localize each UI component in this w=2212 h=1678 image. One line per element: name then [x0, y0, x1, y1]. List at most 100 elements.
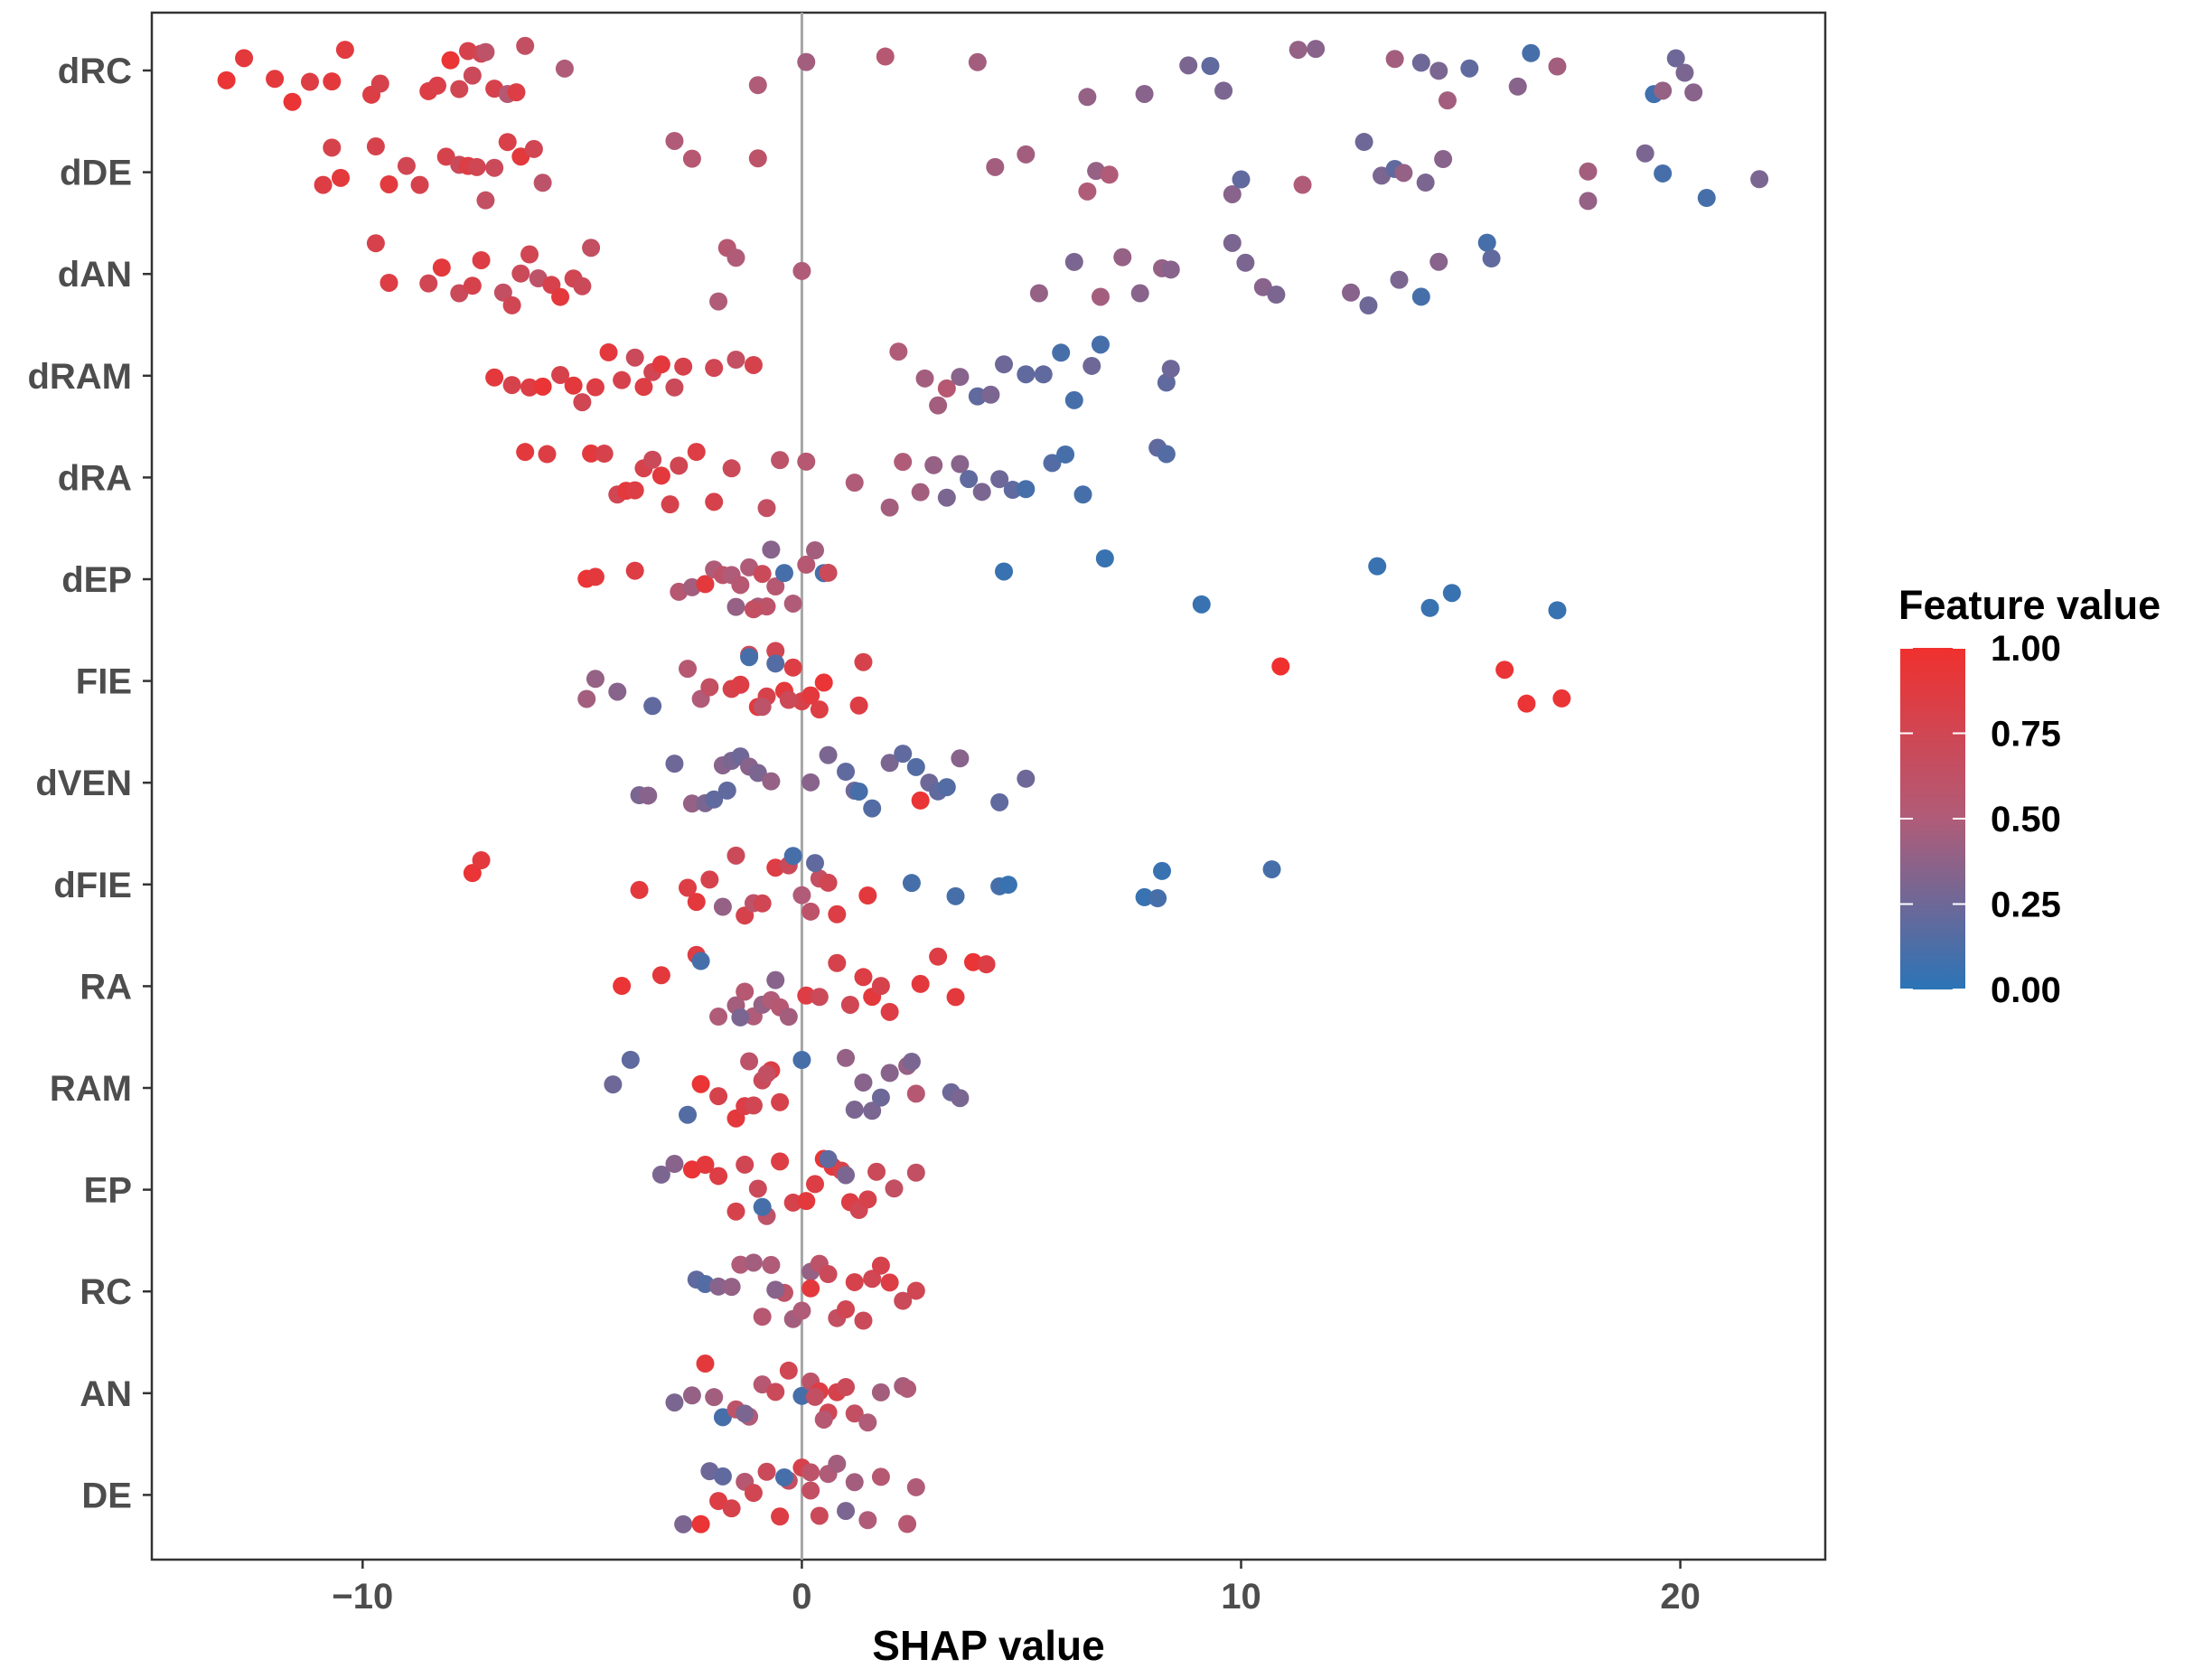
data-point: [555, 59, 574, 78]
data-point: [696, 1155, 715, 1174]
data-point: [1460, 59, 1479, 78]
y-tick-label-dVEN: dVEN: [35, 764, 132, 803]
data-point: [792, 1301, 811, 1320]
data-point: [771, 1152, 790, 1171]
data-point: [792, 1386, 811, 1405]
data-point: [792, 886, 811, 905]
data-point: [1411, 287, 1430, 306]
data-point: [736, 1155, 755, 1174]
data-point: [682, 1386, 701, 1405]
data-point: [766, 1383, 785, 1401]
data-point: [1130, 284, 1149, 303]
data-point: [370, 74, 389, 93]
x-tick-label: 10: [1221, 1577, 1261, 1617]
data-point: [573, 277, 592, 295]
data-point: [665, 1155, 684, 1174]
data-point: [1548, 57, 1567, 76]
y-tick-label-dRAM: dRAM: [27, 357, 132, 397]
data-point: [613, 977, 632, 996]
data-point: [753, 698, 772, 717]
data-point: [779, 1361, 798, 1380]
data-point: [502, 376, 521, 395]
data-point: [1017, 480, 1036, 499]
data-point: [744, 355, 763, 374]
data-point: [551, 365, 570, 384]
data-point: [1064, 390, 1083, 409]
data-point: [858, 1511, 877, 1530]
data-point: [485, 158, 504, 177]
data-point: [779, 1008, 798, 1026]
data-point: [902, 874, 921, 893]
data-point: [871, 977, 890, 996]
data-point: [1411, 53, 1430, 72]
data-point: [792, 261, 811, 280]
data-point: [748, 764, 767, 783]
data-point: [691, 1074, 710, 1093]
y-tick-label-dFIE: dFIE: [53, 866, 132, 905]
data-point: [854, 1073, 873, 1092]
data-point: [551, 287, 570, 306]
data-point: [880, 1273, 899, 1292]
data-point: [564, 376, 583, 395]
data-point: [696, 1355, 715, 1373]
data-point: [880, 1064, 899, 1083]
data-point: [731, 675, 750, 694]
data-point: [837, 1300, 856, 1319]
data-point: [643, 450, 662, 469]
data-point: [722, 1278, 741, 1297]
data-point: [1113, 248, 1132, 267]
data-point: [762, 1255, 781, 1274]
data-point: [1522, 43, 1541, 62]
data-point: [858, 1413, 877, 1432]
x-tick-label: 20: [1660, 1577, 1701, 1617]
data-point: [986, 157, 1005, 176]
data-point: [753, 1375, 772, 1394]
plot-panel: [150, 11, 1827, 1561]
data-point: [995, 562, 1014, 581]
data-point: [1161, 360, 1180, 379]
data-point: [1307, 40, 1326, 59]
x-tick-label: −10: [332, 1577, 393, 1617]
data-point: [665, 378, 684, 397]
legend-title: Feature value: [1898, 582, 2160, 628]
data-point: [1236, 253, 1255, 272]
data-point: [577, 689, 596, 708]
data-point: [828, 1454, 847, 1473]
data-point: [679, 660, 698, 679]
data-point: [1192, 595, 1211, 614]
y-tick-label-dRA: dRA: [58, 458, 132, 498]
data-point: [929, 396, 948, 415]
data-point: [837, 1378, 856, 1397]
data-point: [1017, 145, 1036, 164]
data-point: [990, 470, 1009, 489]
data-point: [419, 274, 438, 293]
data-point: [766, 970, 785, 989]
data-point: [717, 781, 736, 800]
data-point: [1091, 287, 1110, 306]
data-point: [731, 576, 750, 595]
data-point: [705, 790, 724, 809]
data-point: [613, 370, 632, 389]
data-point: [1434, 150, 1453, 169]
data-point: [810, 700, 829, 719]
data-point: [573, 393, 592, 412]
data-point: [1083, 356, 1101, 375]
data-point: [1750, 170, 1769, 189]
data-point: [845, 473, 864, 492]
data-point: [266, 70, 285, 89]
data-point: [586, 378, 605, 397]
y-tick-label-FIE: FIE: [76, 662, 132, 702]
data-point: [801, 1463, 820, 1482]
data-point: [819, 745, 838, 764]
data-point: [911, 974, 930, 993]
data-point: [679, 1105, 698, 1124]
data-point: [516, 36, 535, 55]
data-point: [972, 483, 991, 502]
data-point: [977, 955, 996, 974]
data-point: [441, 51, 460, 70]
data-point: [608, 682, 627, 701]
y-tick-label-RA: RA: [80, 967, 132, 1007]
data-point: [937, 379, 956, 398]
data-point: [709, 1492, 728, 1511]
data-point: [911, 483, 930, 502]
